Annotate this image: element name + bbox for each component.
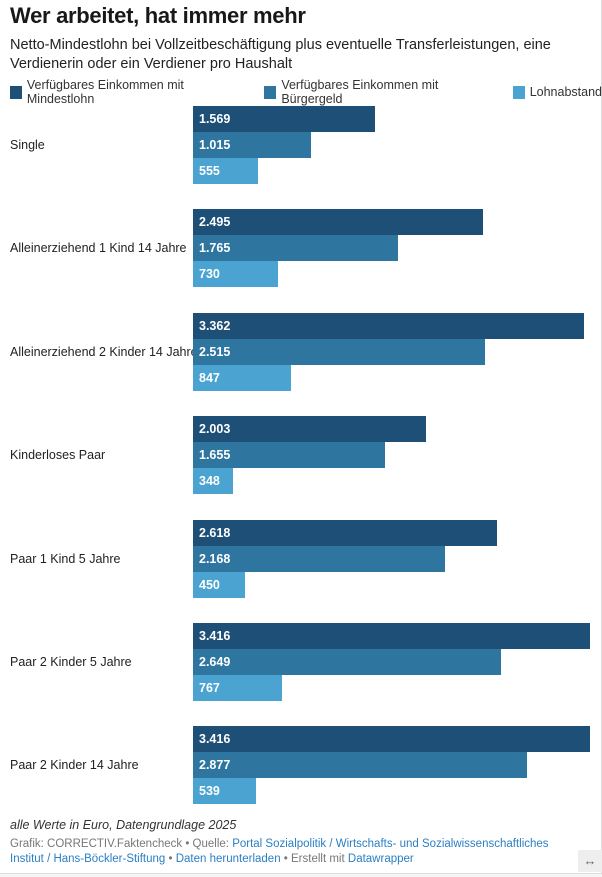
- value-label: 730: [199, 267, 220, 282]
- value-label: 2.003: [199, 422, 231, 437]
- credit-grafik: Grafik: CORRECTIV.Faktencheck: [10, 838, 183, 850]
- separator: •: [182, 838, 193, 850]
- bar: 2.003: [193, 416, 426, 443]
- value-label: 450: [199, 577, 220, 592]
- value-label: 2.618: [199, 525, 231, 540]
- datawrapper-link[interactable]: Datawrapper: [347, 853, 414, 865]
- separator: •: [165, 853, 176, 865]
- credits: Grafik: CORRECTIV.Faktencheck • Quelle: …: [10, 837, 585, 867]
- bar: 450: [193, 571, 246, 598]
- value-label: 3.416: [199, 629, 231, 643]
- bar: 1.015: [193, 132, 311, 158]
- credit-erstellt: Erstellt mit: [291, 853, 348, 865]
- category-label: Kinderloses Paar: [10, 448, 106, 463]
- legend-swatch: [512, 85, 525, 99]
- bar: 555: [193, 158, 258, 184]
- legend: Verfügbares Einkommen mit Mindestlohn Ver…: [10, 78, 602, 106]
- bar: 1.655: [193, 442, 386, 469]
- separator: •: [280, 853, 292, 865]
- bar: 3.416: [193, 623, 590, 649]
- legend-item: Lohnabstand: [512, 78, 602, 106]
- category-label: Paar 2 Kinder 14 Jahre: [10, 758, 139, 773]
- bar: 348: [193, 468, 234, 495]
- value-label: 555: [199, 164, 220, 178]
- category-label: Paar 1 Kind 5 Jahre: [10, 551, 121, 566]
- value-label: 767: [199, 681, 220, 695]
- value-label: 847: [199, 370, 220, 385]
- credit-quelle-label: Quelle:: [192, 838, 233, 850]
- value-label: 2.495: [199, 215, 231, 230]
- bar: 2.618: [193, 519, 498, 546]
- legend-label: Verfügbares Einkommen mit Bürgergeld: [281, 78, 439, 106]
- value-label: 348: [199, 474, 220, 489]
- bar: 730: [193, 261, 278, 288]
- legend-swatch: [264, 85, 277, 99]
- category-label: Alleinerziehend 1 Kind 14 Jahre: [10, 241, 187, 256]
- horizontal-arrows-icon[interactable]: ↔: [578, 850, 602, 872]
- bar: 767: [193, 675, 283, 701]
- source-link[interactable]: Portal Sozialpolitik / Wirtschafts- und …: [10, 838, 549, 865]
- bar: 1.569: [193, 106, 376, 132]
- value-label: 1.015: [199, 138, 231, 152]
- bar: 539: [193, 778, 256, 805]
- category-label: Single: [10, 138, 45, 152]
- bar: 2.877: [193, 752, 528, 779]
- value-label: 3.416: [199, 732, 231, 747]
- legend-item: Verfügbares Einkommen mit Bürgergeld: [264, 78, 500, 106]
- chart-note: alle Werte in Euro, Datengrundlage 2025: [10, 818, 237, 832]
- bar: 1.765: [193, 235, 399, 262]
- legend-label: Lohnabstand: [529, 85, 602, 99]
- legend-label: Verfügbares Einkommen mit Mindestlohn: [26, 78, 184, 106]
- bar: 2.649: [193, 649, 501, 675]
- value-label: 2.168: [199, 551, 231, 566]
- bar: 3.416: [193, 726, 590, 753]
- bar: 3.362: [193, 312, 584, 339]
- value-label: 539: [199, 784, 220, 799]
- download-data-link[interactable]: Daten herunterladen: [175, 853, 281, 865]
- chart-subtitle: Netto-Mindestlohn bei Vollzeitbeschäftig…: [10, 37, 551, 72]
- bar: 2.168: [193, 545, 445, 572]
- value-label: 2.649: [199, 655, 231, 669]
- bar: 847: [193, 364, 292, 391]
- value-label: 1.655: [199, 448, 231, 463]
- legend-item: Verfügbares Einkommen mit Mindestlohn: [10, 78, 252, 106]
- value-label: 1.569: [199, 112, 231, 126]
- legend-swatch: [10, 85, 22, 99]
- bar: 2.515: [193, 338, 486, 365]
- value-label: 2.515: [199, 344, 231, 359]
- value-label: 3.362: [199, 318, 231, 333]
- bar: 2.495: [193, 209, 483, 236]
- category-label: Alleinerziehend 2 Kinder 14 Jahre: [10, 344, 198, 359]
- value-label: 2.877: [199, 758, 231, 773]
- category-label: Paar 2 Kinder 5 Jahre: [10, 655, 132, 669]
- chart-title: Wer arbeitet, hat immer mehr: [10, 3, 306, 28]
- value-label: 1.765: [199, 241, 231, 256]
